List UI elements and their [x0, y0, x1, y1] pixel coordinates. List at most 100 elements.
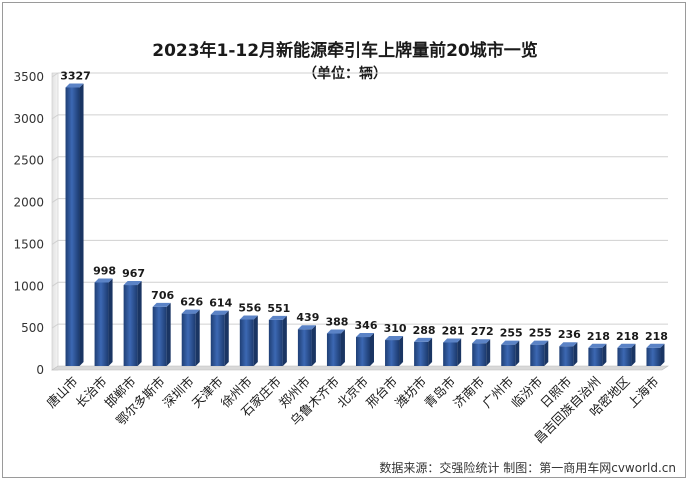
bar-side [224, 310, 229, 366]
data-label: 288 [413, 324, 436, 337]
bar-side [573, 342, 578, 366]
y-tick-label: 1000 [13, 279, 44, 293]
bar [297, 329, 312, 366]
data-source-note: 数据来源：交强险统计 制图：第一商用车网cvworld.cn [379, 461, 676, 475]
bar-side [340, 329, 345, 366]
bar-top [646, 343, 665, 348]
data-label: 439 [296, 311, 319, 324]
bar [152, 306, 167, 366]
y-tick-label: 0 [36, 363, 44, 377]
x-tick-label: 济南市 [450, 374, 487, 411]
data-label: 218 [616, 330, 639, 343]
y-tick-label: 3500 [13, 70, 44, 84]
x-tick-label: 天津市 [189, 374, 226, 411]
x-tick-label: 深圳市 [160, 374, 197, 411]
y-tick-label: 3000 [13, 112, 44, 126]
data-label: 255 [529, 327, 552, 340]
data-label: 236 [558, 328, 581, 341]
bar-top [268, 315, 287, 320]
bar-top [588, 343, 607, 348]
data-label: 626 [180, 296, 203, 309]
bar-side [660, 343, 665, 366]
bar-top [65, 83, 84, 88]
gridline-wall [51, 281, 59, 287]
x-tick-label: 上海市 [624, 374, 661, 411]
bar [646, 347, 661, 366]
data-label: 218 [587, 330, 610, 343]
bar-top [297, 325, 316, 330]
gridline-wall [51, 156, 59, 162]
bar-side [515, 340, 520, 366]
bar [181, 313, 196, 366]
x-tick-label: 唐山市 [44, 374, 81, 411]
bar-side [399, 336, 404, 366]
bar-top [443, 338, 462, 343]
bar-side [428, 337, 433, 366]
bar [559, 346, 574, 366]
bar [123, 285, 138, 366]
bar [617, 347, 632, 366]
bar [501, 344, 516, 366]
bar [356, 337, 370, 366]
bar-side [602, 343, 607, 366]
bar [65, 87, 80, 366]
bar [326, 333, 341, 366]
bar-side [108, 278, 113, 366]
bar-side [79, 83, 84, 366]
bar-top [530, 340, 549, 345]
bar [268, 319, 283, 366]
x-tick-label: 北京市 [334, 374, 371, 411]
bar-top [210, 310, 229, 315]
data-label: 281 [442, 324, 465, 337]
bar-top [123, 281, 142, 286]
y-tick-label: 2000 [13, 196, 44, 210]
bar [210, 314, 225, 366]
bar-top [414, 337, 433, 342]
bar-side [457, 338, 462, 366]
bar-side [137, 281, 142, 366]
chart-title: 2023年1-12月新能源牵引车上牌量前20城市一览 [152, 41, 538, 61]
data-label: 3327 [60, 69, 91, 82]
plot-side-wall [51, 72, 59, 371]
y-tick-label: 500 [21, 321, 44, 335]
bar [588, 347, 603, 366]
bar-side [253, 315, 258, 366]
bar-top [239, 315, 258, 320]
bar-top [559, 342, 578, 347]
bar-side [282, 315, 287, 366]
data-label: 551 [267, 302, 290, 315]
gridline-wall [51, 198, 59, 203]
gridline-wall [51, 72, 59, 78]
bar-top [181, 309, 200, 314]
chart-subtitle: （单位：辆） [303, 66, 387, 82]
data-label: 218 [645, 330, 668, 343]
data-label: 998 [93, 264, 116, 277]
x-tick-label: 长治市 [73, 374, 110, 411]
bar-side [195, 309, 200, 366]
bar [530, 344, 545, 366]
x-tick-label: 潍坊市 [392, 374, 429, 411]
gridline-wall [51, 114, 59, 120]
data-label: 614 [209, 297, 232, 310]
bar-top [501, 340, 520, 345]
bar [385, 340, 400, 366]
y-tick-label: 1500 [13, 237, 44, 251]
data-label: 346 [355, 319, 378, 332]
data-label: 310 [384, 322, 407, 335]
bar [472, 343, 487, 366]
data-label: 272 [471, 325, 494, 338]
bar [443, 342, 458, 366]
data-label: 967 [122, 267, 145, 280]
bar-top [356, 333, 374, 338]
gridline-wall [51, 323, 59, 329]
bar-side [486, 339, 491, 366]
x-tick-label: 临汾市 [508, 374, 545, 411]
bar-top [326, 329, 345, 334]
bar-top [472, 339, 491, 344]
data-label: 255 [500, 327, 523, 340]
bar-side [311, 325, 316, 366]
plot-floor [51, 365, 669, 371]
bar-top [385, 336, 404, 341]
bar-side [544, 340, 549, 366]
y-tick-label: 2500 [13, 154, 44, 168]
